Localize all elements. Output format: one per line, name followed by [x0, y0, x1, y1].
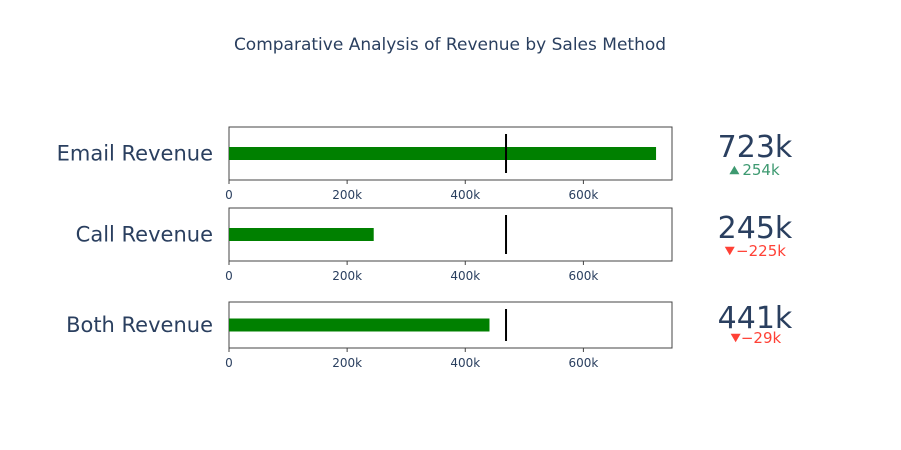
tick-label: 400k [450, 188, 480, 202]
triangle-down-icon [724, 246, 735, 256]
triangle-up-icon [729, 165, 740, 175]
indicator-delta: −225k [736, 242, 786, 260]
tick-label: 0 [225, 356, 233, 370]
tick-label: 0 [225, 188, 233, 202]
indicator-delta: −29k [741, 329, 782, 347]
tick-label: 200k [332, 269, 362, 283]
tick-label: 400k [450, 269, 480, 283]
tick-label: 200k [332, 356, 362, 370]
indicator-value: 441k [718, 301, 793, 336]
indicator-delta: 254k [742, 161, 780, 179]
tick-label: 400k [450, 356, 480, 370]
row-label: Both Revenue [66, 313, 213, 337]
indicator-value: 245k [718, 211, 793, 246]
triangle-down-icon [730, 333, 741, 343]
tick-label: 0 [225, 269, 233, 283]
value-bar [229, 228, 374, 241]
bullet-row: Both Revenue 0 200k 400k 600k 441k−29k [66, 301, 793, 370]
tick-label: 600k [568, 356, 598, 370]
value-bar [229, 318, 490, 332]
row-label: Email Revenue [57, 142, 213, 166]
indicator-value: 723k [718, 130, 793, 165]
value-bar [229, 147, 657, 160]
tick-label: 200k [332, 188, 362, 202]
row-label: Call Revenue [76, 223, 213, 247]
tick-label: 600k [568, 269, 598, 283]
chart-title: Comparative Analysis of Revenue by Sales… [234, 35, 666, 55]
tick-label: 600k [568, 188, 598, 202]
bullet-row: Call Revenue 0 200k 400k 600k 245k−225k [76, 207, 793, 283]
